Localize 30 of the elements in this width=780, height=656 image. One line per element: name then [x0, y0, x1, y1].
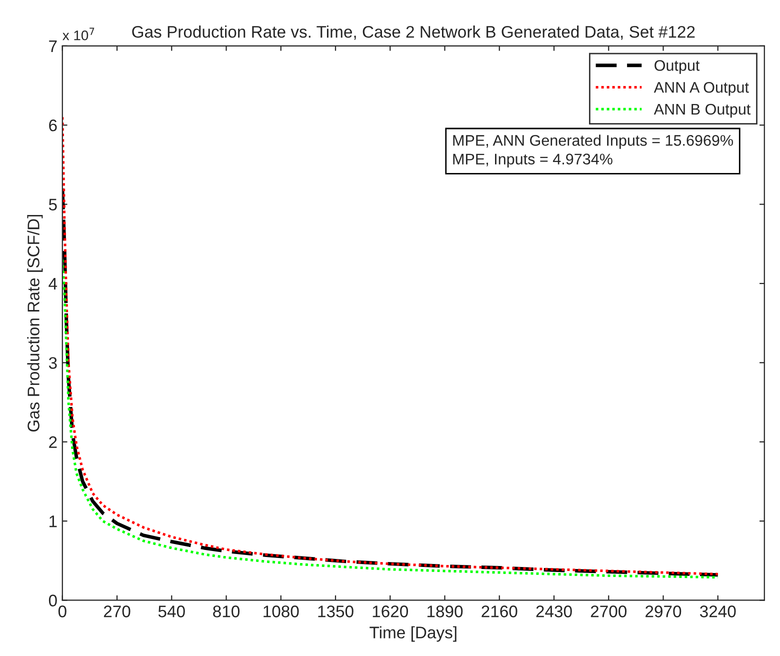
y-tick-label: 1 [50, 516, 57, 528]
x-tick-label: 3240 [700, 606, 736, 618]
x-tick-label: 1080 [264, 606, 299, 618]
x-tick-label: 2160 [482, 606, 518, 618]
legend-label: ANN B Output [654, 104, 751, 118]
text: x 10$^{7}$ [62, 28, 94, 40]
y-tick-label: 5 [48, 198, 57, 210]
y-axis-title: Gas Production Rate [SCF/D] [27, 214, 43, 432]
x-tick-label: 1350 [318, 606, 354, 618]
chart-title: Gas Production Rate vs. Time, Case 2 Network B Generated Data, Set #122 [132, 26, 695, 40]
x-tick-label: 2700 [590, 606, 627, 618]
x-tick-label: 810 [213, 606, 240, 618]
x-tick-label: 2430 [536, 606, 572, 618]
y-tick-label: 4 [48, 278, 58, 290]
y-tick-label: 3 [48, 357, 57, 369]
y-tick-label: 2 [49, 436, 57, 448]
y-tick-label: 7 [49, 40, 57, 52]
y-tick-label: 6 [49, 120, 57, 132]
x-tick-label: 0 [58, 606, 66, 618]
annotation: MPE, ANN Generated Inputs = 15.6969% MPE, Inputs = 4.9734% [453, 134, 734, 168]
x-tick-label: 1890 [427, 606, 463, 618]
x-tick-label: 540 [158, 606, 185, 618]
x-tick-label: 270 [104, 606, 130, 618]
legend-label: Output [654, 60, 700, 74]
x-axis-title: Time [Days] [370, 626, 456, 642]
x-tick-label: 2970 [646, 606, 682, 618]
y-tick-label: 0 [48, 594, 57, 606]
legend-label: ANN A Output [654, 82, 749, 96]
x-tick-label: 1620 [372, 606, 408, 618]
line-series [62, 258, 720, 579]
